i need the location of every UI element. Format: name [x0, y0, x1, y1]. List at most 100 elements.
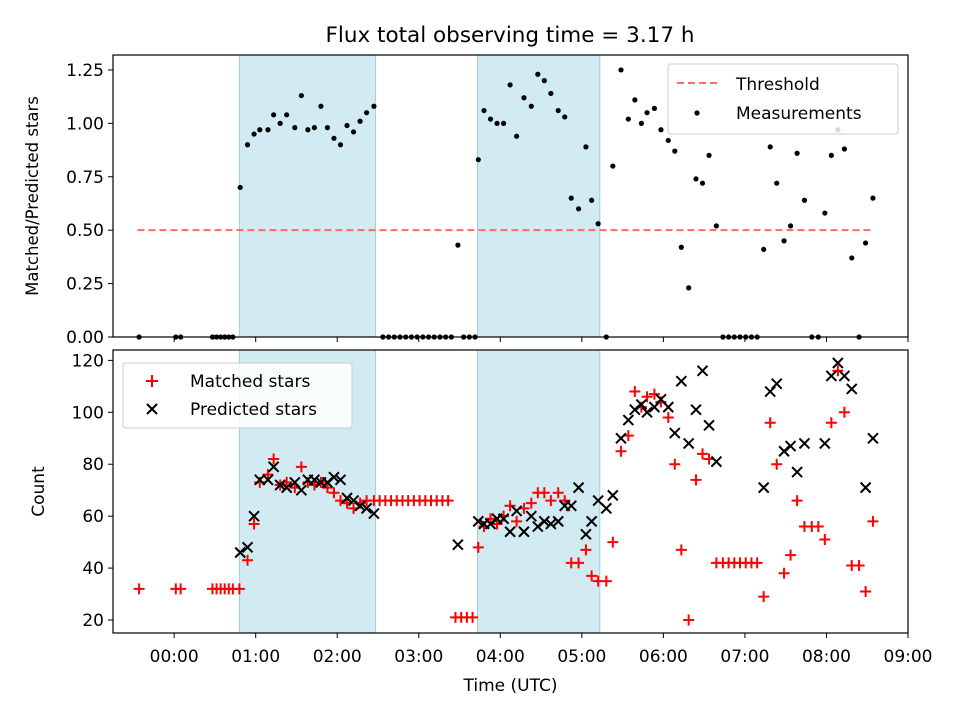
predicted-star-point — [696, 365, 709, 377]
measurement-point — [514, 133, 520, 139]
predicted-star-point — [525, 510, 537, 522]
measurement-point — [337, 142, 344, 148]
matched-star-point — [832, 365, 844, 377]
measurement-point — [455, 242, 461, 248]
measurement-point — [625, 116, 631, 122]
y-tick-label: 60 — [82, 507, 104, 527]
matched-star-point — [552, 487, 564, 499]
predicted-star-point — [867, 432, 879, 444]
measurement-point — [618, 67, 624, 73]
predicted-star-point — [838, 370, 851, 382]
measurement-point — [638, 120, 644, 126]
x-tick-label: 07:00 — [720, 647, 769, 667]
matched-star-point — [580, 544, 592, 556]
predicted-star-point — [248, 510, 260, 522]
matched-star-point — [860, 585, 872, 597]
measurement-point — [767, 144, 773, 150]
ratio-legend: Threshold Measurements — [667, 63, 899, 135]
predicted-star-point — [682, 437, 695, 450]
predicted-star-point — [552, 515, 564, 528]
measurement-point — [870, 195, 876, 201]
measurement-point — [801, 197, 808, 203]
measurement-point — [678, 244, 684, 250]
predicted-star-point — [784, 440, 797, 452]
measurement-point — [822, 210, 828, 216]
measurement-point — [371, 103, 377, 109]
y-tick-label: 1.25 — [66, 61, 104, 81]
matched-star-point — [545, 495, 557, 507]
matched-star-point — [662, 412, 674, 424]
measurement-point — [828, 152, 834, 159]
matched-star-point — [295, 461, 307, 473]
predicted-star-point — [341, 492, 353, 504]
measurement-point — [555, 107, 561, 114]
legend-threshold-label: Threshold — [735, 75, 820, 95]
plus-marker — [146, 375, 158, 387]
predicted-star-point — [354, 500, 366, 512]
predicted-star-point — [538, 515, 551, 528]
matched-star-point — [600, 575, 612, 587]
predicted-star-point — [452, 539, 464, 551]
measurement-point — [257, 127, 263, 133]
measurement-point — [672, 148, 678, 154]
matched-star-point — [648, 388, 660, 400]
predicted-star-point — [267, 461, 280, 473]
predicted-star-point — [600, 502, 613, 515]
matched-star-point — [669, 458, 681, 470]
predicted-star-point — [254, 474, 266, 486]
predicted-star-point — [771, 378, 783, 390]
x-tick-label: 02:00 — [313, 647, 362, 667]
predicted-star-point — [518, 526, 530, 538]
matched-star-point — [538, 487, 550, 499]
predicted-star-point — [504, 526, 516, 538]
y-tick-label: 40 — [82, 559, 104, 579]
matched-star-point — [758, 591, 770, 603]
ratio-x-ticks — [173, 337, 909, 342]
predicted-star-point — [334, 474, 347, 486]
measurement-point — [713, 223, 719, 229]
matched-star-point — [586, 570, 598, 582]
matched-star-point — [683, 614, 695, 626]
count-axes-frame — [112, 349, 909, 634]
measurement-point — [292, 125, 298, 131]
matched-star-point — [321, 482, 333, 494]
measurement-point — [357, 118, 363, 124]
legend-predicted-label: Predicted stars — [190, 400, 317, 420]
chart-title: Flux total observing time = 3.17 h — [326, 23, 695, 48]
measurement-point — [350, 129, 357, 135]
measurement-point — [706, 152, 712, 159]
measurement-point — [237, 184, 243, 191]
count-y-axis-label: Count — [29, 466, 49, 517]
legend-matched-label: Matched stars — [190, 372, 310, 392]
predicted-star-point — [585, 515, 598, 528]
matched-star-point — [442, 495, 454, 507]
measurement-points — [136, 67, 876, 340]
matched-star-point — [764, 417, 776, 429]
matched-star-point — [825, 417, 837, 429]
measurement-point — [535, 71, 541, 77]
matched-star-point — [472, 541, 484, 553]
predicted-star-point — [859, 481, 872, 494]
measurement-point — [271, 112, 277, 118]
measurement-point — [277, 120, 283, 126]
measurement-point — [475, 157, 481, 163]
count-legend: Matched stars Predicted stars — [122, 362, 353, 429]
y-tick-label: 120 — [72, 351, 104, 371]
ratio-legend-box — [667, 63, 899, 135]
predicted-star-point — [262, 474, 274, 486]
measurement-point — [787, 223, 794, 229]
legend-measurements-swatch — [694, 110, 700, 116]
measurement-point — [265, 127, 271, 133]
predicted-star-point — [710, 455, 723, 468]
x-tick-label: 00:00 — [150, 647, 199, 667]
matched-star-point — [525, 497, 537, 509]
measurement-point — [794, 150, 800, 156]
predicted-star-point — [622, 414, 635, 426]
observing-span — [239, 55, 376, 337]
matched-star-point — [778, 567, 790, 579]
matched-star-point — [838, 406, 850, 418]
measurement-point — [841, 146, 848, 152]
x-tick-label: 01:00 — [231, 647, 280, 667]
observing-span — [477, 55, 600, 337]
